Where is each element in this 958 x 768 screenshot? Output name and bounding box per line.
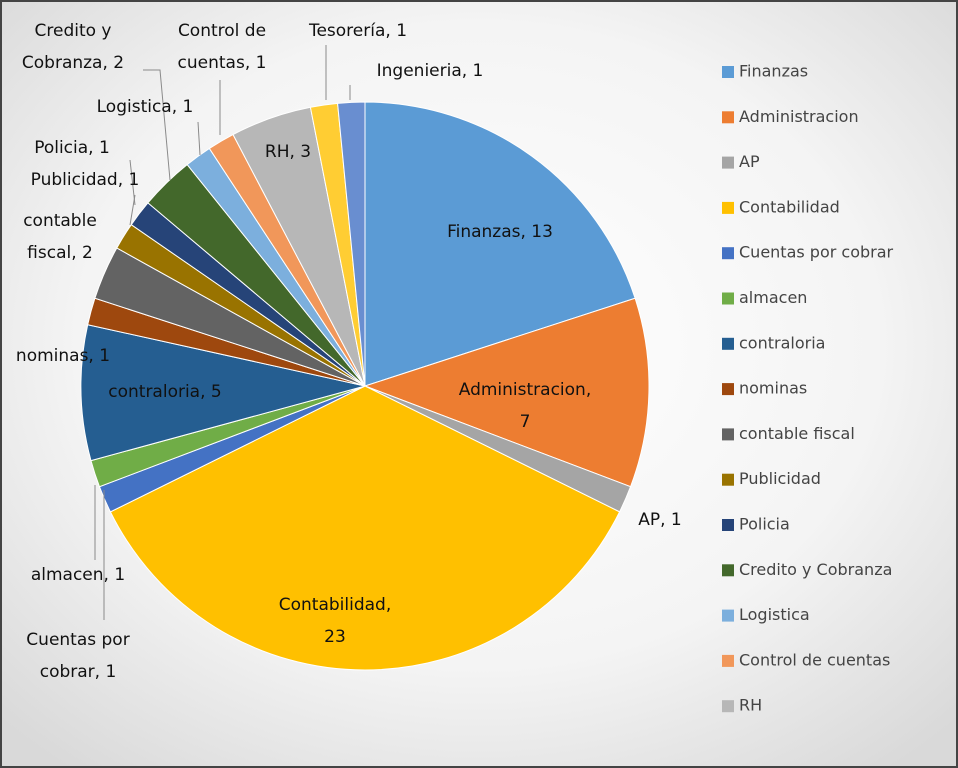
leader-line [197,121,201,156]
pie-slice [337,101,366,387]
legend-label: nominas [739,379,807,398]
data-label: Control de cuentas, 1 [178,21,267,73]
legend-swatch [722,156,734,169]
legend-label: contraloria [739,333,825,352]
legend-swatch [722,66,734,78]
legend-swatch [722,609,734,622]
pie-slice [363,297,650,488]
legend-swatch [722,654,734,667]
legend-swatch [722,247,734,260]
legend-label: Policia [739,515,790,534]
pie-slice [80,324,366,462]
legend-swatch [722,473,734,486]
leader-lines [94,45,351,620]
data-label: nominas, 1 [16,346,110,366]
legend-swatch [722,428,734,441]
legend-swatch [722,111,734,124]
legend-label: contable fiscal [739,424,855,443]
legend-label: AP [739,152,760,171]
legend-label: Administracion [739,107,859,126]
data-label: RH, 3 [265,142,311,162]
legend-swatch [722,700,734,713]
legend-swatch [722,564,734,577]
pie-slice [364,101,636,387]
legend-swatch [722,292,734,305]
data-label: Logistica, 1 [97,97,194,117]
data-label: Tesorería, 1 [308,21,407,41]
data-label: Administracion, 7 [459,380,591,432]
legend-label: RH [739,696,762,715]
legend-swatch [722,201,734,214]
data-label: almacen, 1 [31,565,125,585]
data-label: AP, 1 [638,510,682,530]
data-label: Policia, 1 [34,138,110,158]
data-label: Contabilidad, 23 [279,595,392,647]
data-label: Ingenieria, 1 [377,61,484,81]
legend-label: almacen [739,288,807,307]
pie-slice [109,385,621,671]
data-label: Cuentas por cobrar, 1 [26,630,129,682]
legend-label: Finanzas [739,62,808,81]
legend-swatch [722,519,734,531]
legend: Finanzas Administracion AP Contabilidad Cuen… [722,62,894,715]
data-label: Finanzas, 13 [447,222,553,242]
data-label: Publicidad, 1 [31,170,140,190]
data-labels: Finanzas, 13 Administracion, 7 AP, 1 Contabi… [16,21,682,682]
legend-label: Contabilidad [739,197,840,216]
legend-swatch [722,337,734,350]
data-label: contable fiscal, 2 [23,211,97,263]
legend-swatch [722,383,734,396]
leader-line [143,69,171,181]
leader-line [129,194,136,226]
legend-label: Cuentas por cobrar [739,243,894,262]
data-label: contraloria, 5 [108,382,221,402]
legend-label: Logistica [739,605,810,624]
pie [80,101,650,671]
legend-label: Credito y Cobranza [739,560,892,579]
legend-label: Control de cuentas [739,650,890,669]
legend-label: Publicidad [739,469,821,488]
data-label: Credito y Cobranza, 2 [22,21,124,73]
